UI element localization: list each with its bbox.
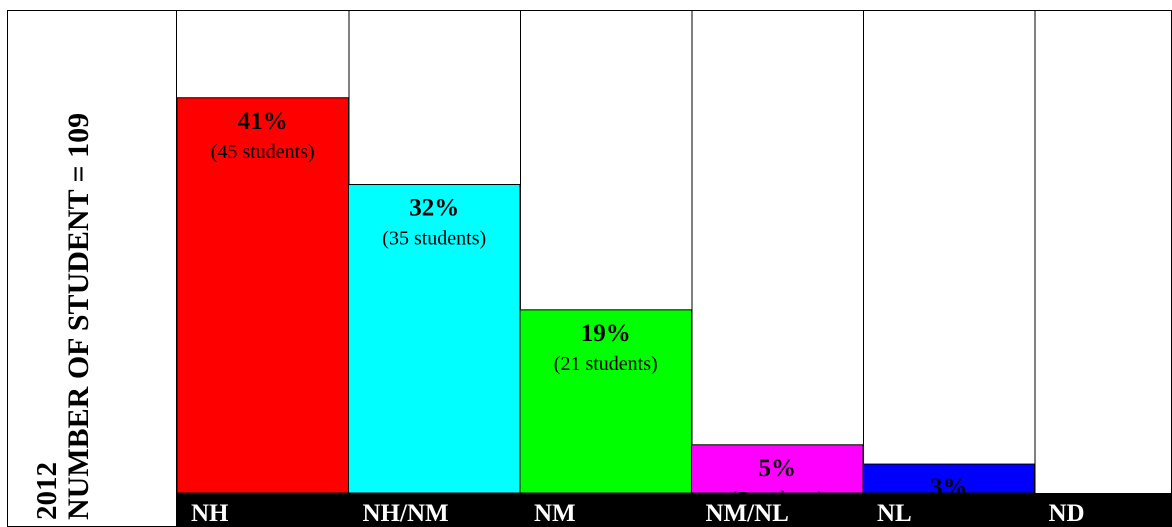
category-label: NH	[191, 500, 229, 527]
category-band	[691, 493, 864, 527]
category-label: NM/NL	[706, 500, 789, 527]
side-label-title: NUMBER OF STUDENT = 109	[62, 112, 95, 520]
bar-count-label: (21 students)	[554, 353, 658, 375]
category-band	[863, 493, 1036, 527]
bar-value-label: 19%	[581, 320, 631, 347]
bar-value-label: 32%	[409, 195, 459, 222]
bar-nm-nl	[691, 444, 864, 494]
category-label: ND	[1049, 500, 1085, 527]
category-band	[1034, 493, 1172, 527]
category-label: NH/NM	[363, 500, 449, 527]
category-band	[520, 493, 693, 527]
bar-nh-nm	[348, 184, 521, 494]
category-band	[177, 493, 350, 527]
category-label: NM	[534, 500, 576, 527]
bar-nm	[519, 309, 692, 494]
category-label: NL	[877, 500, 912, 527]
bar-count-label: (45 students)	[211, 141, 315, 163]
category-band	[348, 493, 521, 527]
bar-value-label: 41%	[238, 108, 288, 135]
side-label-year: 2012	[31, 462, 63, 520]
bar-nl	[862, 463, 1035, 494]
bar-count-label: (35 students)	[382, 228, 486, 250]
bar-nh	[176, 97, 349, 494]
bar-value-label: 5%	[759, 455, 797, 482]
